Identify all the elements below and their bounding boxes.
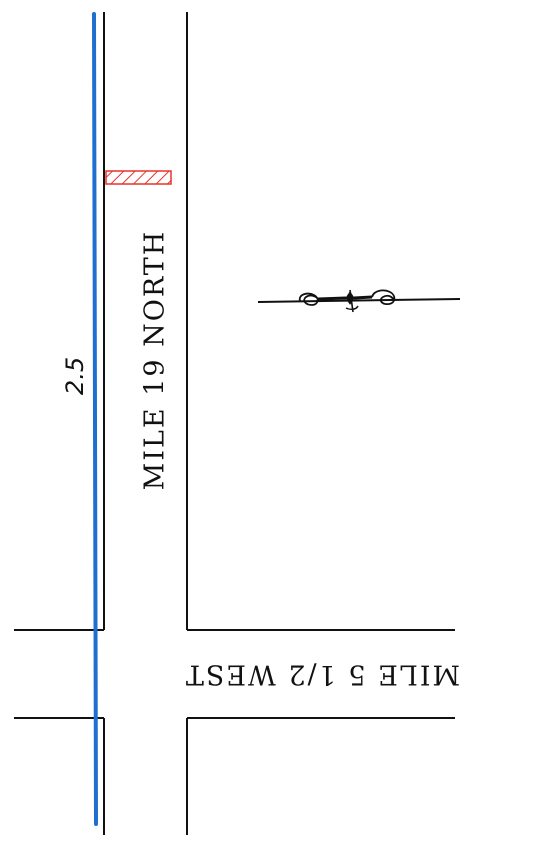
road-mile-5-half-west xyxy=(14,629,455,719)
road-label-mile-19-north: MILE 19 NORTH xyxy=(140,230,171,491)
distance-label: 2.5 xyxy=(61,357,89,395)
road-mile-19-north xyxy=(103,12,188,835)
compass-arrow-icon xyxy=(257,289,461,313)
route-line xyxy=(92,12,98,826)
road-label-mile-5-half-west: MILE 5 1/2 WEST xyxy=(184,659,460,690)
site-marker-icon xyxy=(105,170,172,185)
